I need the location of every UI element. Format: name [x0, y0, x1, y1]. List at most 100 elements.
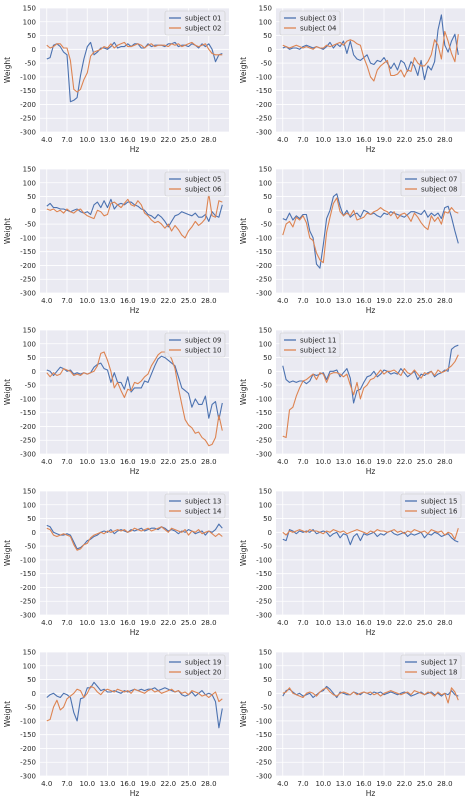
x-tick-label: 7.0	[297, 780, 308, 788]
legend-entry: subject 02	[185, 25, 222, 33]
x-tick-label: 10.0	[315, 619, 331, 627]
y-tick-label: 150	[23, 166, 36, 174]
x-tick-label: 28.0	[437, 619, 453, 627]
x-axis-label: Hz	[130, 467, 140, 476]
legend-entry: subject 09	[185, 337, 222, 345]
series-line-subject-03	[282, 14, 459, 81]
x-tick-label: 28.0	[437, 780, 453, 788]
y-tick-label: -250	[20, 115, 36, 123]
y-tick-label: -200	[256, 745, 272, 753]
x-tick-label: 13.0	[100, 458, 116, 466]
x-tick-label: 10.0	[79, 297, 95, 305]
y-axis-label: Weight	[3, 379, 12, 405]
y-tick-label: -50	[261, 382, 272, 390]
x-tick-label: 25.0	[181, 619, 197, 627]
x-tick-label: 10.0	[79, 619, 95, 627]
y-tick-label: 0	[32, 529, 36, 537]
y-axis-label: Weight	[3, 701, 12, 727]
y-tick-label: -50	[25, 543, 36, 551]
legend-box	[279, 332, 341, 358]
y-tick-label: -100	[20, 717, 36, 725]
y-tick-label: -50	[261, 704, 272, 712]
x-tick-label: 13.0	[100, 780, 116, 788]
x-tick-label: 4.0	[277, 136, 288, 144]
x-tick-label: 4.0	[277, 619, 288, 627]
y-tick-label: -50	[261, 543, 272, 551]
legend: subject 05 subject 06	[164, 171, 226, 197]
y-tick-label: 50	[263, 32, 272, 40]
y-tick-label: -150	[256, 87, 272, 95]
legend: subject 03 subject 04	[279, 10, 341, 36]
y-tick-label: 0	[268, 207, 272, 215]
series-line-subject-05	[46, 198, 223, 228]
y-tick-label: 150	[259, 327, 272, 335]
x-tick-label: 22.0	[396, 619, 412, 627]
x-tick-label: 25.0	[181, 780, 197, 788]
y-tick-label: 0	[268, 46, 272, 54]
x-tick-label: 19.0	[376, 297, 392, 305]
x-tick-label: 4.0	[41, 458, 52, 466]
y-tick-label: 100	[23, 340, 36, 348]
x-tick-label: 22.0	[160, 297, 176, 305]
y-tick-label: -200	[20, 423, 36, 431]
y-tick-label: -150	[20, 570, 36, 578]
y-tick-label: -200	[256, 262, 272, 270]
series-line-subject-20	[46, 685, 223, 722]
legend-box	[164, 10, 226, 36]
x-tick-label: 22.0	[396, 458, 412, 466]
x-tick-label: 19.0	[140, 458, 156, 466]
x-tick-label: 13.0	[100, 619, 116, 627]
y-tick-label: 100	[259, 662, 272, 670]
x-tick-label: 16.0	[120, 136, 136, 144]
y-tick-label: 150	[259, 5, 272, 13]
y-tick-label: 0	[268, 529, 272, 537]
x-tick-label: 7.0	[297, 458, 308, 466]
y-tick-label: 50	[263, 193, 272, 201]
chart-3: 150 100 50 0 -50 -100 -150 -200 -250 -300 4.0 7.0 10…	[3, 166, 229, 315]
y-tick-label: -200	[256, 584, 272, 592]
legend-entry: subject 13	[185, 498, 222, 506]
x-tick-label: 7.0	[297, 297, 308, 305]
x-tick-label: 22.0	[160, 136, 176, 144]
y-tick-label: -150	[256, 409, 272, 417]
y-tick-label: -50	[261, 60, 272, 68]
x-tick-label: 7.0	[61, 136, 72, 144]
legend-entry: subject 05	[185, 176, 222, 184]
y-tick-label: 50	[263, 515, 272, 523]
x-tick-label: 28.0	[201, 297, 217, 305]
x-tick-label: 16.0	[120, 619, 136, 627]
chart-1: 150 100 50 0 -50 -100 -150 -200 -250 -300 4.0 7.0 10…	[3, 5, 229, 154]
y-tick-label: -100	[256, 717, 272, 725]
legend-entry: subject 06	[185, 186, 222, 194]
x-axis-label: Hz	[130, 628, 140, 637]
y-tick-label: -200	[256, 423, 272, 431]
y-tick-label: 0	[32, 46, 36, 54]
x-tick-label: 28.0	[201, 458, 217, 466]
legend-box	[279, 10, 341, 36]
y-tick-label: -250	[256, 115, 272, 123]
x-tick-label: 13.0	[336, 136, 352, 144]
y-tick-label: -150	[20, 409, 36, 417]
x-tick-label: 22.0	[396, 136, 412, 144]
x-tick-label: 19.0	[140, 780, 156, 788]
x-tick-label: 19.0	[376, 136, 392, 144]
y-tick-label: -150	[20, 731, 36, 739]
x-tick-label: 22.0	[396, 780, 412, 788]
x-tick-label: 4.0	[41, 619, 52, 627]
x-tick-label: 13.0	[336, 619, 352, 627]
x-tick-label: 22.0	[396, 297, 412, 305]
legend-entry: subject 16	[421, 508, 458, 516]
x-axis-label: Hz	[366, 628, 376, 637]
x-tick-label: 28.0	[437, 458, 453, 466]
x-tick-label: 4.0	[277, 297, 288, 305]
x-axis-label: Hz	[366, 306, 376, 315]
y-tick-label: -250	[256, 598, 272, 606]
y-tick-label: 0	[268, 368, 272, 376]
y-tick-label: 100	[259, 340, 272, 348]
x-tick-label: 16.0	[356, 136, 372, 144]
y-tick-label: -250	[256, 276, 272, 284]
y-tick-label: -250	[20, 759, 36, 767]
y-axis-label: Weight	[239, 379, 248, 405]
x-tick-label: 4.0	[41, 297, 52, 305]
